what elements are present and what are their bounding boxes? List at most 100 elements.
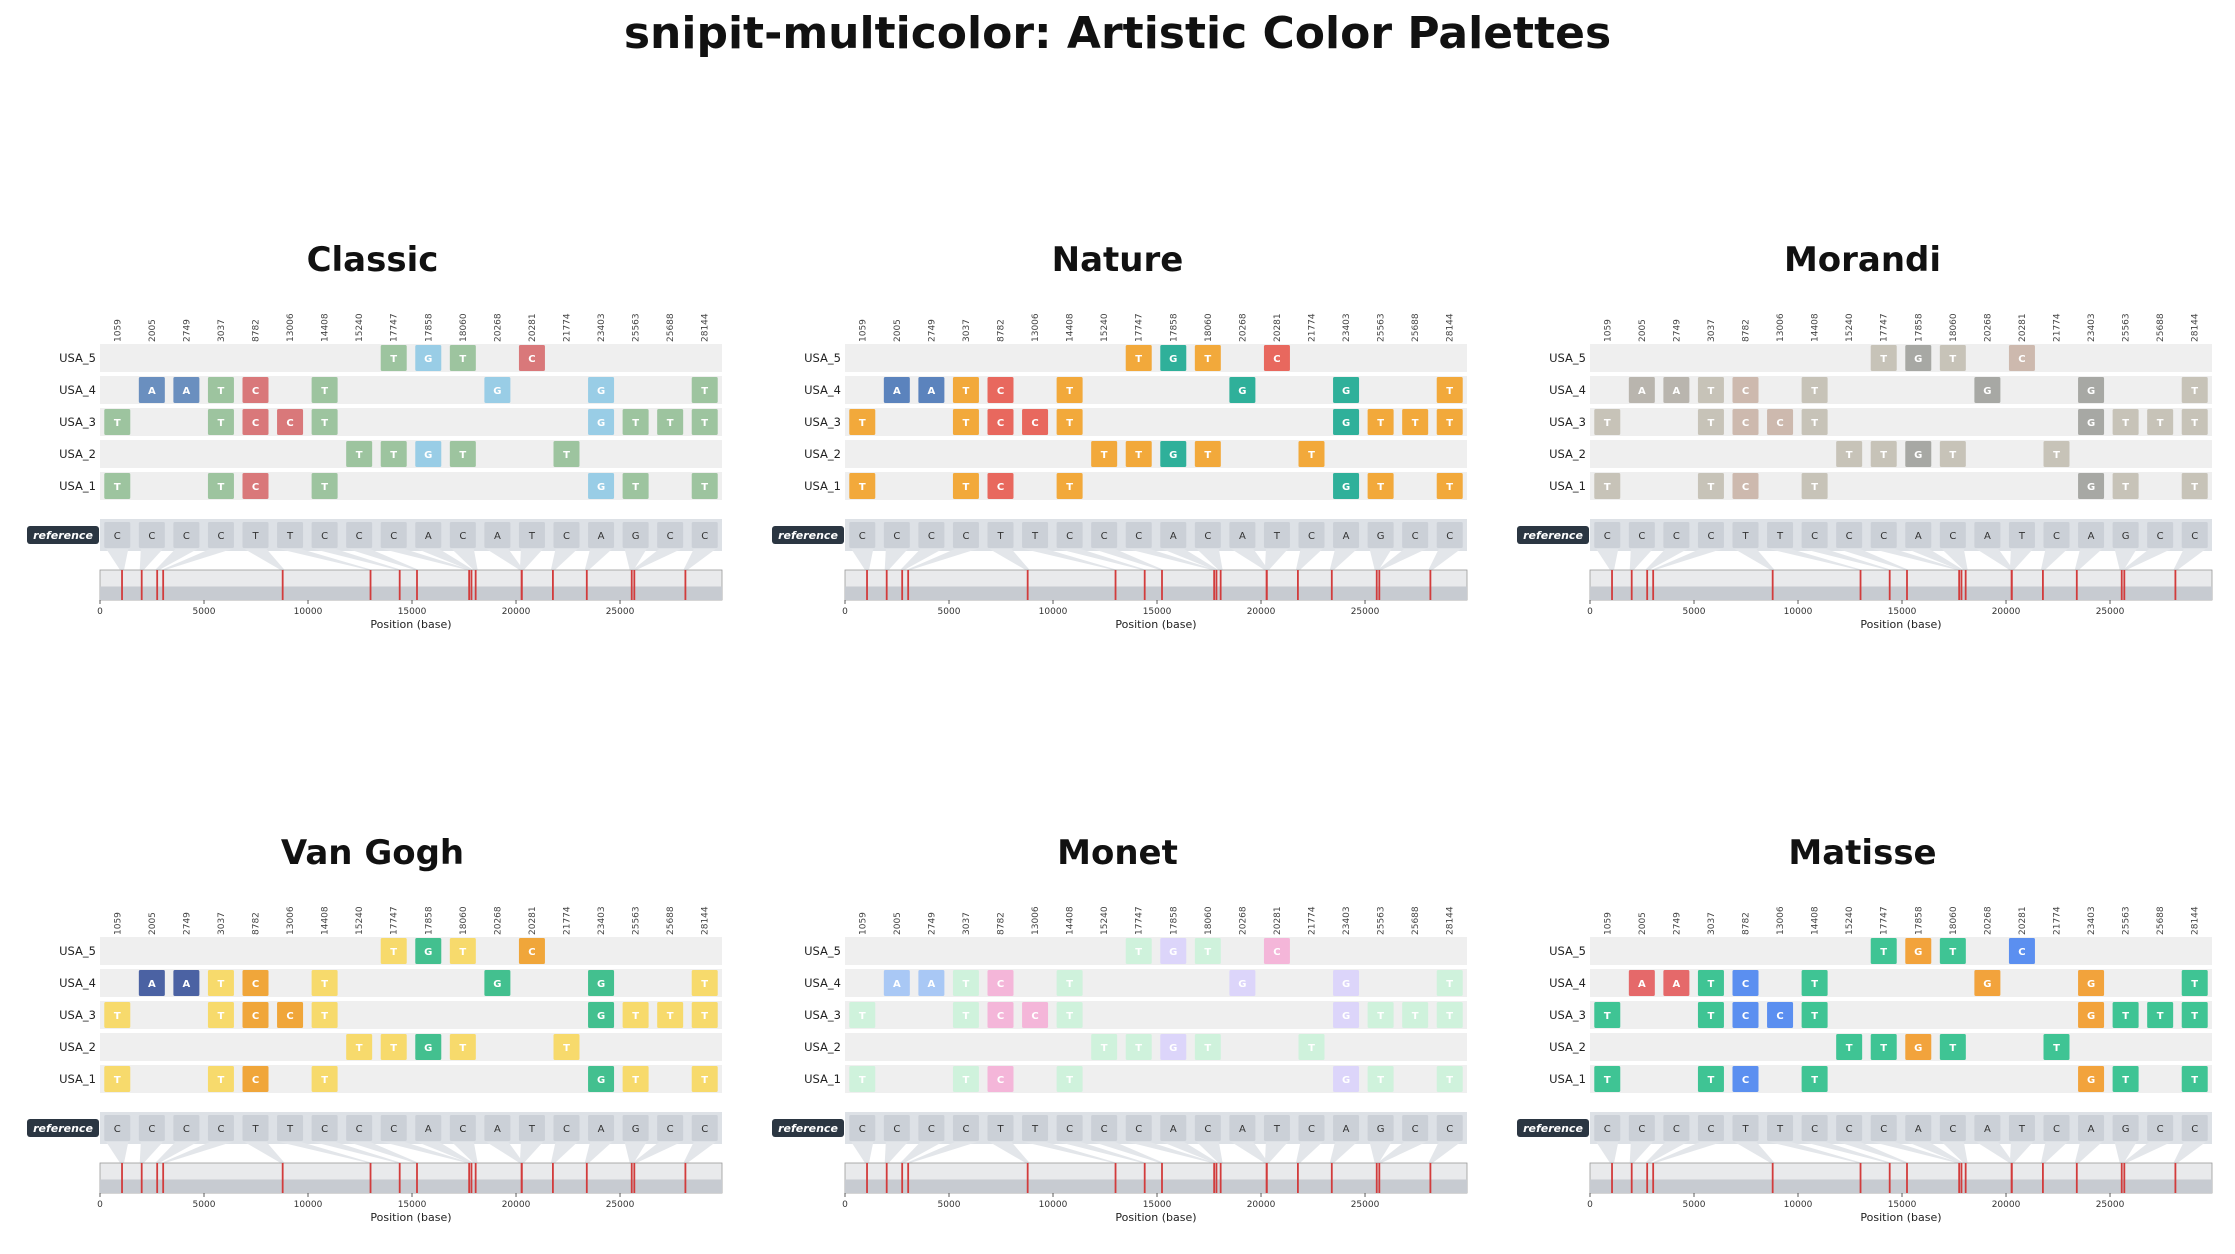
- snp-cell: [1056, 473, 1083, 499]
- snp-cell: [1697, 377, 1724, 403]
- snp-cell: [952, 473, 979, 499]
- position-connector: [2122, 549, 2172, 570]
- position-connector: [139, 1142, 163, 1163]
- position-connector: [2040, 549, 2068, 570]
- position-label: 17747: [1135, 906, 1145, 935]
- reference-cell: [1056, 1115, 1083, 1141]
- reference-cell: [849, 1115, 876, 1141]
- reference-cell: [2181, 1115, 2208, 1141]
- reference-cell: [1367, 1115, 1394, 1141]
- snp-base: T: [1708, 482, 1715, 493]
- sequence-row-band: [845, 937, 1467, 965]
- reference-cell: [2181, 522, 2208, 548]
- snp-cell: [1697, 473, 1724, 499]
- panel-title: Van Gogh: [280, 833, 465, 873]
- reference-label-box: [772, 1119, 844, 1137]
- position-connector: [161, 549, 232, 570]
- position-connector: [2009, 549, 2033, 570]
- snp-cell: [1628, 970, 1655, 996]
- snp-base: T: [390, 450, 397, 461]
- position-connector: [1162, 549, 1219, 570]
- snp-base: T: [1066, 1075, 1073, 1086]
- snp-cell: [2147, 1002, 2174, 1028]
- reference-cell: [883, 1115, 910, 1141]
- snp-cell: [1663, 377, 1690, 403]
- snp-base: T: [218, 1075, 225, 1086]
- snp-cell: [2008, 938, 2035, 964]
- snp-cell: [415, 938, 442, 964]
- snp-cell: [311, 1066, 338, 1092]
- reference-cell: [691, 1115, 718, 1141]
- snp-cell: [1732, 970, 1759, 996]
- position-connector: [1769, 549, 1863, 570]
- snp-cell: [1870, 345, 1897, 371]
- reference-label: reference: [1523, 529, 1583, 542]
- sequence-row-band: [1590, 376, 2212, 404]
- snp-base: T: [2191, 1075, 2198, 1086]
- genome-tick-label: 15000: [1143, 1200, 1172, 1210]
- snp-base: C: [528, 947, 535, 958]
- position-connector: [1162, 1142, 1219, 1163]
- snp-cell: [918, 970, 945, 996]
- position-label: 14408: [1811, 313, 1821, 342]
- reference-base: C: [1707, 1124, 1714, 1135]
- reference-base: C: [1604, 531, 1611, 542]
- position-connector: [1941, 549, 1968, 570]
- reference-cell: [242, 1115, 269, 1141]
- position-connector: [155, 1142, 198, 1163]
- snp-cell: [1402, 1002, 1429, 1028]
- position-label: 25688: [1411, 313, 1421, 342]
- snp-cell: [2078, 1002, 2105, 1028]
- snp-cell: [311, 409, 338, 435]
- snp-cell: [622, 473, 649, 499]
- reference-base: T: [1031, 531, 1039, 542]
- snp-cell: [691, 377, 718, 403]
- snp-cell: [2112, 1002, 2139, 1028]
- reference-cell: [987, 522, 1014, 548]
- panel-title: Matisse: [1788, 833, 1937, 873]
- reference-base: A: [2088, 531, 2095, 542]
- position-connector: [1428, 1142, 1461, 1163]
- position-label: 3037: [962, 912, 972, 935]
- sequence-label: USA_2: [804, 447, 841, 461]
- position-connector: [1329, 549, 1358, 570]
- position-label: 18060: [1949, 906, 1959, 935]
- position-label: 20268: [493, 313, 503, 342]
- position-label: 25688: [2156, 906, 2166, 935]
- position-label: 17858: [1169, 906, 1179, 935]
- snp-cell: [484, 377, 511, 403]
- snp-base: T: [1412, 418, 1419, 429]
- snp-base: T: [1446, 386, 1453, 397]
- snp-base: G: [1914, 947, 1922, 958]
- snp-base: G: [1169, 1043, 1177, 1054]
- snp-base: T: [701, 979, 708, 990]
- position-label: 20281: [528, 906, 538, 935]
- snp-cell: [1263, 938, 1290, 964]
- genome-tick-label: 10000: [1039, 607, 1068, 617]
- sequence-label: USA_1: [59, 1072, 96, 1086]
- genome-tick-label: 20000: [1247, 1200, 1276, 1210]
- position-connector: [1058, 549, 1147, 570]
- snp-base: T: [1811, 418, 1818, 429]
- reference-cell: [1836, 522, 1863, 548]
- reference-base: C: [148, 1124, 155, 1135]
- snp-base: A: [1638, 979, 1646, 990]
- snp-cell: [207, 473, 234, 499]
- reference-base: A: [425, 531, 432, 542]
- snp-base: T: [1377, 418, 1384, 429]
- snp-base: T: [1446, 979, 1453, 990]
- position-connector: [1629, 549, 1653, 570]
- sequence-row-band: [845, 1033, 1467, 1061]
- snp-base: C: [252, 979, 259, 990]
- genome-tick-label: 0: [1587, 1200, 1593, 1210]
- snp-cell: [1333, 377, 1360, 403]
- reference-cell: [449, 1115, 476, 1141]
- reference-base: C: [1412, 531, 1419, 542]
- snp-base: G: [1983, 979, 1991, 990]
- reference-base: C: [1707, 531, 1714, 542]
- position-connector: [1377, 549, 1427, 570]
- position-label: 21774: [2053, 313, 2063, 342]
- position-connector: [2122, 1142, 2172, 1163]
- position-label: 2749: [1672, 912, 1682, 935]
- position-connector: [1872, 549, 1962, 570]
